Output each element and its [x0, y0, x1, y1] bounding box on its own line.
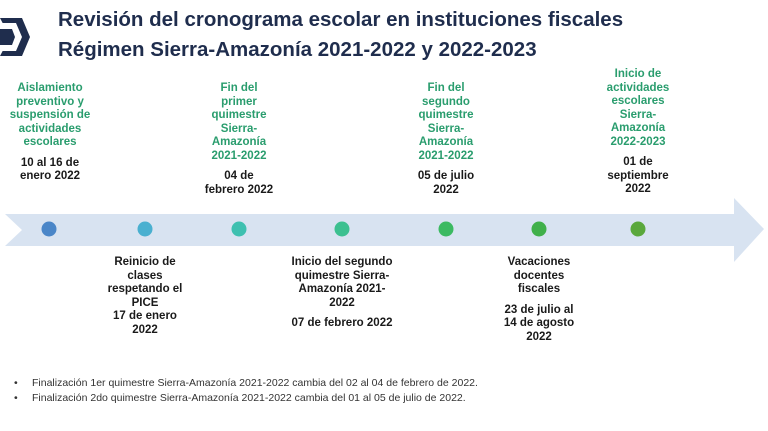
event-date: 17 de enero 2022: [113, 310, 177, 336]
corner-chevron-icon: [0, 18, 30, 56]
timeline-dot: [438, 221, 454, 237]
footnote-item: Finalización 1er quimestre Sierra-Amazon…: [14, 376, 478, 391]
event-label: Reinicio de clases respetando el PICE: [107, 256, 183, 309]
timeline-dot: [630, 221, 646, 237]
timeline-dot: [531, 221, 547, 237]
event-reinicio-clases: Reinicio de clases respetando el PICE 17…: [107, 256, 183, 337]
timeline-dot: [41, 221, 57, 237]
event-fin-segundo-quimestre: Fin del segundo quimestre Sierra-Amazoní…: [411, 82, 481, 197]
page-subtitle: Régimen Sierra-Amazonía 2021-2022 y 2022…: [58, 38, 537, 61]
event-date: 07 de febrero 2022: [291, 317, 393, 329]
event-inicio-segundo-quimestre: Inicio del segundo quimestre Sierra-Amaz…: [290, 256, 394, 331]
event-label: Vacaciones docentes fiscales: [507, 256, 571, 295]
event-vacaciones-docentes: Vacaciones docentes fiscales 23 de julio…: [497, 256, 581, 344]
event-inicio-actividades: Inicio de actividades escolares Sierra-A…: [596, 68, 680, 197]
page-title: Revisión del cronograma escolar en insti…: [58, 8, 624, 31]
event-aislamiento: Aislamiento preventivo y suspensión de a…: [8, 82, 92, 184]
event-label: Fin del primer quimestre Sierra-Amazonía…: [211, 82, 267, 162]
footnote-item: Finalización 2do quimestre Sierra-Amazon…: [14, 391, 478, 406]
timeline-dot: [334, 221, 350, 237]
event-label: Inicio del segundo quimestre Sierra-Amaz…: [291, 256, 393, 309]
event-date: 10 al 16 de enero 2022: [19, 156, 81, 183]
event-label: Fin del segundo quimestre Sierra-Amazoní…: [418, 82, 474, 162]
timeline-arrow: [5, 198, 764, 262]
event-label: Inicio de actividades escolares Sierra-A…: [606, 68, 670, 148]
timeline-dot: [137, 221, 153, 237]
timeline-dot: [231, 221, 247, 237]
event-date: 23 de julio al 14 de agosto 2022: [503, 303, 575, 343]
event-label: Aislamiento preventivo y suspensión de a…: [9, 82, 91, 148]
event-date: 05 de julio 2022: [417, 170, 475, 196]
event-date: 01 de septiembre 2022: [607, 156, 669, 195]
footnotes-list: Finalización 1er quimestre Sierra-Amazon…: [14, 376, 478, 406]
event-date: 04 de febrero 2022: [204, 170, 274, 196]
event-fin-primer-quimestre: Fin del primer quimestre Sierra-Amazonía…: [204, 82, 274, 197]
